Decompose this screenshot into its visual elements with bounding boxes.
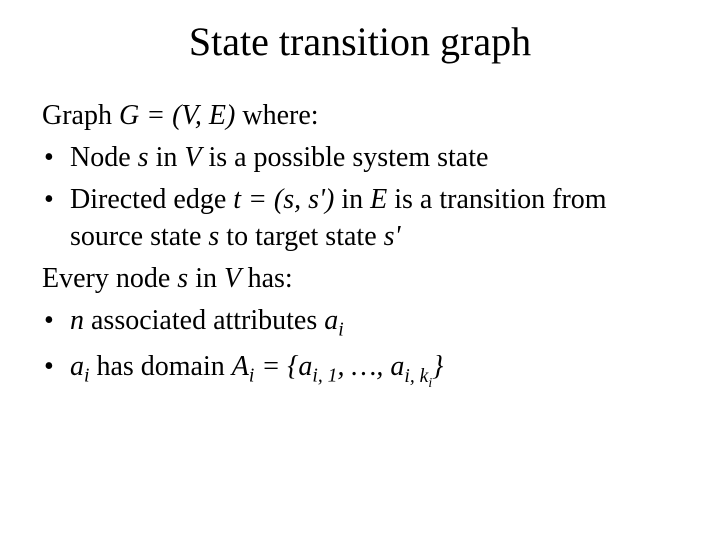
text: has: <box>248 263 293 294</box>
text-italic: a <box>70 351 84 382</box>
text: to target state <box>219 221 383 252</box>
text-italic: a <box>390 351 404 382</box>
text: has domain <box>89 351 231 382</box>
line-every-node: Every node s in V has: <box>42 258 660 300</box>
text-italic: V <box>184 142 201 173</box>
text: associated attributes <box>84 305 324 336</box>
text-italic: t = (s, s') <box>233 184 334 215</box>
text: is a possible system state <box>201 142 488 173</box>
text-italic: E <box>370 184 387 215</box>
bullet-node: Node s in V is a possible system state <box>42 137 660 179</box>
text-italic: } <box>432 351 443 382</box>
subscript: i <box>338 320 343 341</box>
text-italic: n <box>70 305 84 336</box>
subscript: i, 1 <box>312 366 337 387</box>
text-italic: A <box>232 351 249 382</box>
text-italic: V <box>224 263 248 294</box>
text-italic: s <box>208 221 219 252</box>
text-italic: s <box>138 142 149 173</box>
text-italic: G = (V, E) <box>119 100 235 131</box>
text: Graph <box>42 100 119 131</box>
text: in <box>334 184 370 215</box>
text: in <box>149 142 185 173</box>
slide-title: State transition graph <box>0 0 720 95</box>
text: in <box>188 263 224 294</box>
text-italic: s <box>177 263 188 294</box>
slide-body: Graph G = (V, E) where: Node s in V is a… <box>0 95 720 394</box>
text-italic: a <box>298 351 312 382</box>
text: Node <box>70 142 138 173</box>
bullet-domain: ai has domain Ai = {ai, 1, …, ai, ki} <box>42 346 660 394</box>
text: Every node <box>42 263 177 294</box>
bullet-edge: Directed edge t = (s, s') in E is a tran… <box>42 179 660 259</box>
line-graph-def: Graph G = (V, E) where: <box>42 95 660 137</box>
text-italic: a <box>324 305 338 336</box>
bullet-attributes: n associated attributes ai <box>42 300 660 346</box>
text: Directed edge <box>70 184 233 215</box>
sub-text: i, k <box>404 366 428 387</box>
slide: State transition graph Graph G = (V, E) … <box>0 0 720 540</box>
subscript: i, ki <box>404 366 432 387</box>
text-italic: , …, <box>337 351 390 382</box>
text: where: <box>235 100 318 131</box>
text-italic: = { <box>254 351 298 382</box>
text-italic: s' <box>384 221 401 252</box>
